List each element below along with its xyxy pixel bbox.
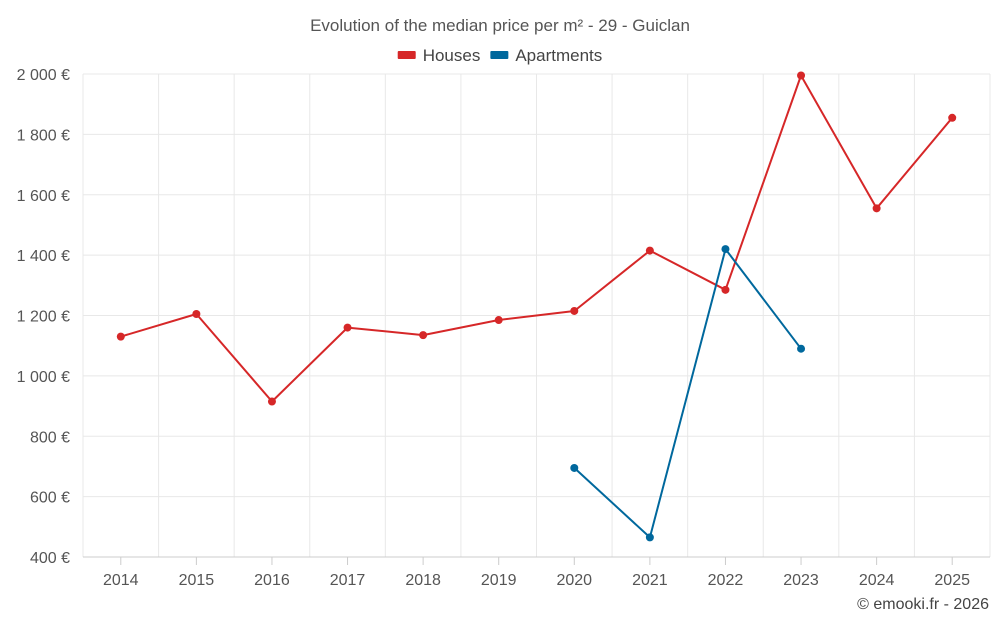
data-point[interactable] xyxy=(192,309,201,318)
x-tick-label: 2014 xyxy=(103,572,139,589)
series-line-houses xyxy=(120,74,953,403)
y-tick-label: 1 200 € xyxy=(17,309,70,326)
series-houses xyxy=(116,71,957,406)
x-tick-label: 2024 xyxy=(859,572,895,589)
x-tick-label: 2015 xyxy=(179,572,215,589)
x-tick-label: 2022 xyxy=(708,572,744,589)
data-point[interactable] xyxy=(797,344,806,353)
data-point[interactable] xyxy=(343,323,352,332)
data-point[interactable] xyxy=(721,285,730,294)
x-tick-label: 2017 xyxy=(330,572,366,589)
credit-text: © emooki.fr - 2026 xyxy=(857,596,989,613)
series xyxy=(116,71,957,542)
data-point[interactable] xyxy=(570,463,579,472)
x-tick-label: 2023 xyxy=(783,572,819,589)
legend-label: Houses xyxy=(423,46,481,65)
y-tick-label: 1 400 € xyxy=(17,248,70,265)
data-point[interactable] xyxy=(645,246,654,255)
chart-title: Evolution of the median price per m² - 2… xyxy=(310,16,690,35)
y-tick-label: 1 000 € xyxy=(17,369,70,386)
data-point[interactable] xyxy=(645,533,654,542)
series-apartments xyxy=(570,245,806,542)
y-tick-label: 1 800 € xyxy=(17,127,70,144)
data-point[interactable] xyxy=(419,331,428,340)
grid xyxy=(82,73,991,557)
series-line-apartments xyxy=(573,248,802,539)
x-tick-label: 2021 xyxy=(632,572,668,589)
x-tick-label: 2016 xyxy=(254,572,290,589)
data-point[interactable] xyxy=(872,204,881,213)
y-tick-label: 2 000 € xyxy=(17,67,70,84)
x-tick-label: 2025 xyxy=(934,572,970,589)
legend[interactable]: Houses Apartments xyxy=(397,46,603,65)
data-point[interactable] xyxy=(948,113,957,122)
y-tick-label: 1 600 € xyxy=(17,188,70,205)
data-point[interactable] xyxy=(267,397,276,406)
axes: 400 € 600 € 800 € 1 000 € 1 200 € 1 400 € 1 60… xyxy=(17,67,990,589)
legend-swatch xyxy=(397,51,416,59)
legend-label: Apartments xyxy=(515,46,602,65)
y-tick-label: 600 € xyxy=(30,490,70,507)
legend-item-houses[interactable]: Houses xyxy=(397,46,481,65)
y-tick-label: 800 € xyxy=(30,429,70,446)
x-tick-label: 2019 xyxy=(481,572,517,589)
y-tick-label: 400 € xyxy=(30,550,70,567)
data-point[interactable] xyxy=(721,245,730,254)
x-tick-label: 2020 xyxy=(556,572,592,589)
data-point[interactable] xyxy=(570,306,579,315)
data-point[interactable] xyxy=(797,71,806,80)
data-point[interactable] xyxy=(494,316,503,325)
x-tick-label: 2018 xyxy=(405,572,441,589)
legend-item-apartments[interactable]: Apartments xyxy=(490,46,602,65)
legend-swatch xyxy=(490,51,509,59)
data-point[interactable] xyxy=(116,332,125,341)
